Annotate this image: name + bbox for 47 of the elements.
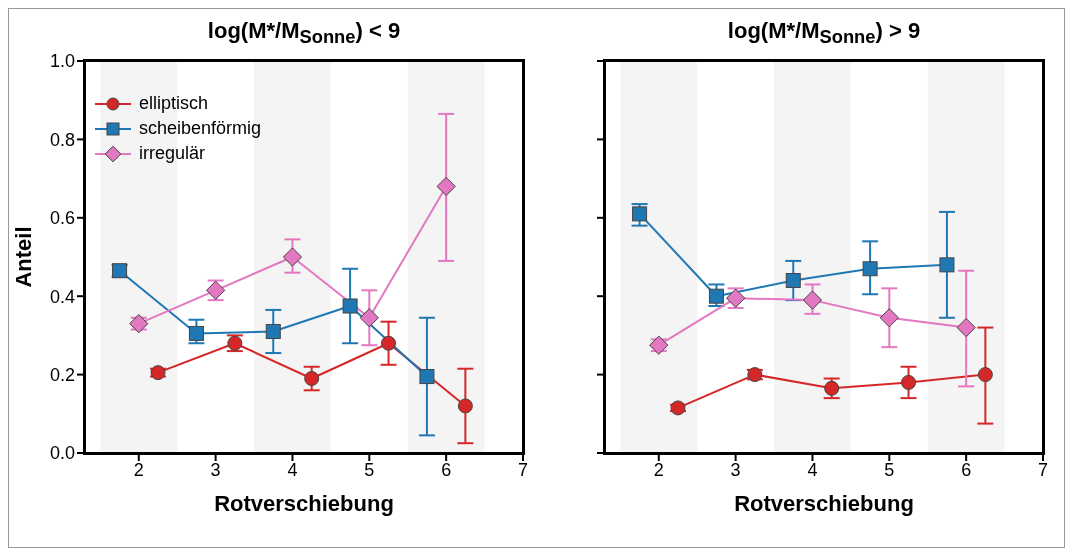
x-tick-label: 4: [807, 459, 818, 480]
point: [708, 288, 724, 304]
y-tick-label: 0.0: [49, 443, 75, 464]
point: [419, 369, 435, 385]
chart-title: log(M*/M$_{Sonne}$) < 9: [206, 17, 402, 50]
y-tick-label: 0.4: [49, 286, 75, 307]
point: [342, 298, 358, 314]
point: [436, 176, 456, 197]
x-tick-label: 4: [287, 459, 298, 480]
point: [265, 323, 281, 339]
point: [785, 273, 801, 289]
point: [977, 367, 993, 383]
x-tick-label: 6: [441, 459, 452, 480]
legend-label: irregulär: [139, 143, 206, 164]
point: [901, 374, 917, 390]
point: [632, 206, 648, 222]
y-tick-label: 0.8: [49, 129, 75, 150]
y-axis-title: Anteil: [10, 226, 36, 288]
y-tick-label: 0.6: [49, 208, 75, 229]
x-tick-label: 3: [210, 459, 221, 480]
chart-title: log(M*/M$_{Sonne}$) > 9: [726, 17, 922, 50]
legend-label: elliptisch: [139, 93, 209, 114]
point: [956, 317, 976, 338]
x-tick-label: 2: [133, 459, 144, 480]
point: [304, 371, 320, 387]
x-axis-title: Rotverschiebung: [734, 491, 914, 516]
point: [282, 247, 303, 267]
x-tick-label: 2: [653, 459, 664, 480]
x-tick-label: 7: [517, 459, 529, 480]
x-tick-label: 7: [1037, 459, 1049, 480]
x-tick-label: 3: [730, 459, 741, 480]
x-axis-title: Rotverschiebung: [214, 491, 394, 516]
point: [824, 380, 840, 396]
point: [457, 398, 473, 414]
point: [381, 335, 397, 351]
y-tick-label: 0.2: [49, 364, 75, 385]
point: [862, 261, 878, 277]
x-tick-label: 6: [961, 459, 972, 480]
legend-label: scheibenförmig: [139, 118, 262, 139]
x-tick-label: 5: [884, 459, 895, 480]
point: [359, 308, 379, 328]
point: [188, 325, 204, 341]
y-tick-label: 1.0: [49, 51, 75, 72]
point: [802, 290, 823, 310]
point: [879, 308, 899, 328]
point: [939, 257, 955, 273]
x-tick-label: 5: [364, 459, 375, 480]
